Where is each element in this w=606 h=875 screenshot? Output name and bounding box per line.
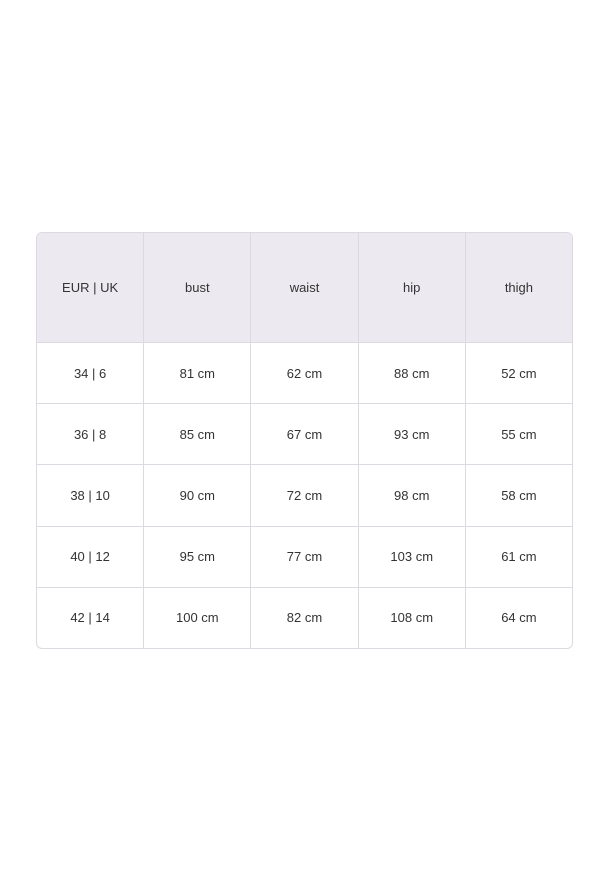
- cell-bust: 85 cm: [143, 404, 250, 465]
- cell-hip: 98 cm: [357, 465, 465, 526]
- header-cell-hip: hip: [357, 233, 465, 342]
- header-cell-bust: bust: [143, 233, 250, 342]
- cell-size: 36 | 8: [73, 426, 107, 442]
- table-row: 36 | 8 85 cm 67 cm 93 cm 55 cm: [37, 403, 572, 465]
- cell-bust: 100 cm: [143, 587, 250, 648]
- cell-thigh: 55 cm: [464, 404, 572, 465]
- table-row: 34 | 6 81 cm 62 cm 88 cm 52 cm: [37, 342, 572, 404]
- cell-size: 34 | 6: [73, 365, 107, 381]
- cell-thigh: 61 cm: [464, 526, 572, 587]
- cell-waist: 77 cm: [250, 526, 357, 587]
- cell-waist: 82 cm: [250, 587, 357, 648]
- cell-thigh: 64 cm: [464, 587, 572, 648]
- table-row: 42 | 14 100 cm 82 cm 108 cm 64 cm: [37, 586, 572, 648]
- table-header-row: EUR | UK bust waist hip thigh: [37, 233, 572, 342]
- header-cell-size: EUR | UK: [62, 280, 119, 295]
- cell-hip: 93 cm: [357, 404, 465, 465]
- cell-waist: 67 cm: [250, 404, 357, 465]
- cell-bust: 90 cm: [143, 465, 250, 526]
- cell-size: 38 | 10: [70, 487, 110, 503]
- cell-hip: 88 cm: [357, 343, 465, 404]
- cell-waist: 62 cm: [250, 343, 357, 404]
- cell-waist: 72 cm: [250, 465, 357, 526]
- header-cell-thigh: thigh: [464, 233, 572, 342]
- cell-bust: 81 cm: [143, 343, 250, 404]
- table-row: 40 | 12 95 cm 77 cm 103 cm 61 cm: [37, 525, 572, 587]
- table-row: 38 | 10 90 cm 72 cm 98 cm 58 cm: [37, 464, 572, 526]
- cell-thigh: 52 cm: [464, 343, 572, 404]
- cell-thigh: 58 cm: [464, 465, 572, 526]
- cell-hip: 108 cm: [357, 587, 465, 648]
- cell-hip: 103 cm: [357, 526, 465, 587]
- size-chart-table: EUR | UK bust waist hip thigh 34 | 6 81 c…: [36, 232, 573, 649]
- cell-size: 42 | 14: [70, 610, 110, 626]
- cell-bust: 95 cm: [143, 526, 250, 587]
- header-cell-waist: waist: [250, 233, 357, 342]
- cell-size: 40 | 12: [70, 549, 110, 565]
